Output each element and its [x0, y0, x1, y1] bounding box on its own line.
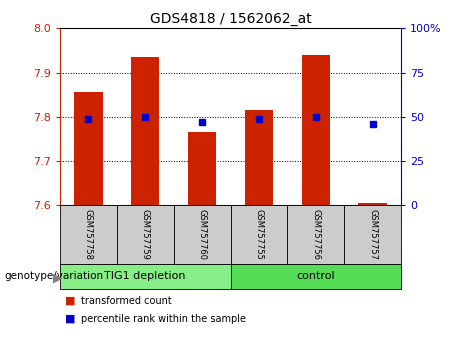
Text: genotype/variation: genotype/variation — [5, 271, 104, 281]
Text: percentile rank within the sample: percentile rank within the sample — [81, 314, 246, 324]
Bar — [358, 203, 387, 205]
Bar — [74, 92, 102, 205]
Bar — [131, 57, 160, 205]
Title: GDS4818 / 1562062_at: GDS4818 / 1562062_at — [150, 12, 311, 26]
Bar — [301, 55, 330, 205]
Text: ■: ■ — [65, 296, 75, 306]
Text: GSM757755: GSM757755 — [254, 209, 263, 260]
Bar — [188, 132, 216, 205]
Text: ■: ■ — [65, 314, 75, 324]
Bar — [245, 110, 273, 205]
Text: control: control — [296, 271, 335, 281]
Text: TIG1 depletion: TIG1 depletion — [105, 271, 186, 281]
Text: GSM757756: GSM757756 — [311, 209, 320, 260]
Text: GSM757758: GSM757758 — [84, 209, 93, 260]
Text: ▶: ▶ — [53, 272, 63, 284]
Text: GSM757760: GSM757760 — [198, 209, 207, 260]
Text: GSM757757: GSM757757 — [368, 209, 377, 260]
Text: transformed count: transformed count — [81, 296, 171, 306]
Text: GSM757759: GSM757759 — [141, 209, 150, 260]
